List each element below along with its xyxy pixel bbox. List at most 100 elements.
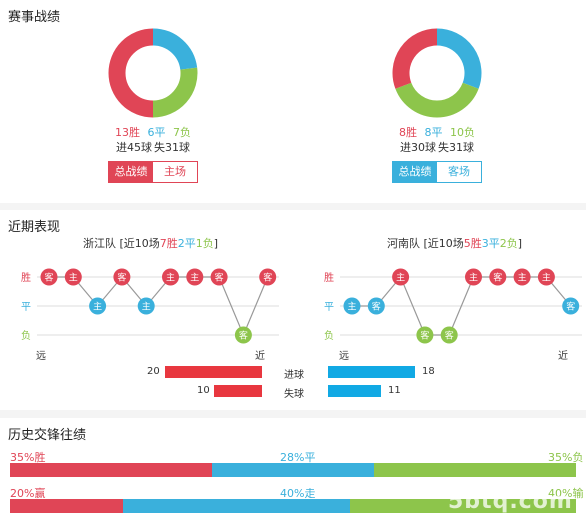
left-game-7-venue: 主 [190, 272, 199, 284]
left-axis-far-label: 远 [36, 350, 46, 362]
left-conceded-value: 10 [197, 385, 210, 396]
right-axis-win-label: 胜 [324, 272, 334, 284]
right-game-4-dot[interactable] [416, 326, 434, 344]
right-form-wins: 5胜 [463, 237, 482, 250]
left-wins: 13胜 [115, 126, 140, 139]
left-donut-chart [108, 28, 198, 118]
left-game-1-venue: 客 [44, 272, 53, 284]
right-conceded-bar [328, 385, 382, 397]
left-game-4-venue: 客 [117, 272, 126, 284]
right-game-9-venue: 主 [542, 272, 551, 284]
left-axis-loss-label: 负 [21, 329, 31, 342]
left-scored-value: 20 [147, 366, 160, 377]
left-game-10-venue: 客 [263, 272, 272, 284]
left-game-3-dot[interactable] [89, 297, 107, 315]
right-toggle-group: 总战绩 客场 [392, 161, 482, 183]
history-win-bar [10, 463, 213, 477]
watermark-logo: 5btq.com [448, 489, 573, 514]
right-game-4-venue: 客 [420, 330, 429, 342]
right-donut-draw-slice [436, 28, 482, 89]
right-form-losses: 2负 [499, 237, 518, 250]
right-game-9-dot[interactable] [537, 268, 555, 286]
right-game-5-dot[interactable] [440, 326, 458, 344]
handicap-loss-bar [349, 499, 576, 513]
right-game-2-dot[interactable] [367, 297, 385, 315]
left-goals-line: 进45球 失31球 [53, 141, 253, 155]
left-form-draws: 2平 [177, 237, 196, 250]
right-draws: 8平 [424, 126, 443, 139]
goals-conceded-row: 10 失球 11 [0, 384, 586, 402]
right-goals-against: 失31球 [438, 141, 474, 154]
record-section: 赛事战绩 13胜 6平 7负 进45球 失31球 总战绩 主场 8胜 8平 10负… [0, 0, 586, 203]
left-home-button[interactable]: 主场 [164, 165, 186, 178]
right-game-7-dot[interactable] [489, 268, 507, 286]
left-game-7-dot[interactable] [186, 268, 204, 286]
left-form-suffix: ] [213, 237, 219, 250]
left-donut-win-slice [108, 28, 154, 118]
left-donut-loss-slice [152, 67, 198, 118]
left-game-5-dot[interactable] [137, 297, 155, 315]
right-game-3-dot[interactable] [392, 268, 410, 286]
left-total-button[interactable]: 总战绩 [109, 162, 153, 182]
left-axis-win-label: 胜 [21, 272, 31, 284]
right-goals-for: 进30球 [400, 141, 436, 154]
left-game-9-venue: 客 [239, 330, 248, 342]
left-form-wins: 7胜 [159, 237, 178, 250]
form-chart: 胜平负远 近客 主主客主主主客客客 胜平负远 近主 客主客 客主客主主客 [21, 268, 582, 362]
left-team-name: 浙江队 [83, 237, 116, 250]
right-form-line [352, 275, 572, 336]
right-conceded-value: 11 [388, 385, 401, 396]
right-game-5-venue: 客 [445, 330, 454, 342]
goals-scored-row: 20 进球 18 [0, 365, 586, 383]
left-goals-against: 失31球 [154, 141, 190, 154]
right-record-line: 8胜 8平 10负 [337, 126, 537, 140]
left-form-line [49, 276, 269, 337]
left-game-4-dot[interactable] [113, 268, 131, 286]
right-game-10-dot[interactable] [562, 297, 580, 315]
handicap-push-bar [123, 499, 350, 513]
right-game-2-venue: 客 [372, 301, 381, 313]
left-record-line: 13胜 6平 7负 [53, 126, 253, 140]
right-game-6-venue: 主 [469, 272, 478, 284]
left-goals-for: 进45球 [116, 141, 152, 154]
left-game-3-venue: 主 [93, 301, 102, 313]
right-game-1-venue: 主 [347, 301, 356, 313]
right-away-button[interactable]: 客场 [448, 165, 470, 178]
section-title-record: 赛事战绩 [8, 10, 61, 25]
recent-form-section: 近期表现 浙江队 [近10场7胜2平1负] 河南队 [近10场5胜3平2负] 胜… [0, 210, 586, 410]
section-title-recent: 近期表现 [8, 220, 61, 235]
left-game-8-dot[interactable] [210, 268, 228, 286]
right-game-1-dot[interactable] [343, 297, 361, 315]
right-form-suffix: ] [517, 237, 523, 250]
left-conceded-bar [213, 385, 262, 397]
right-axis-loss-label: 负 [324, 329, 334, 342]
left-team-record: 13胜 6平 7负 进45球 失31球 总战绩 主场 [53, 28, 253, 183]
left-form-prefix: [近10场 [116, 237, 160, 250]
right-game-6-dot[interactable] [465, 268, 482, 286]
left-game-8-venue: 客 [215, 272, 224, 284]
right-game-8-dot[interactable] [513, 268, 531, 286]
left-game-9-dot[interactable] [234, 326, 252, 344]
left-axis-near-label: 近 [255, 349, 265, 362]
right-wins: 8胜 [399, 126, 417, 139]
left-losses: 7负 [173, 126, 191, 139]
handicap-win-bar [10, 499, 124, 513]
right-form-title: 河南队 [近10场5胜3平2负] [387, 235, 522, 251]
left-game-1-dot[interactable] [40, 268, 58, 286]
left-game-2-dot[interactable] [64, 268, 82, 286]
left-form-title: 浙江队 [近10场7胜2平1负] [83, 235, 218, 251]
left-game-6-venue: 主 [166, 272, 175, 284]
right-game-10-venue: 客 [566, 301, 575, 313]
right-axis-far-label: 远 [339, 350, 349, 362]
left-draws: 6平 [147, 126, 166, 139]
left-game-6-dot[interactable] [162, 268, 179, 286]
right-total-button[interactable]: 总战绩 [393, 162, 437, 182]
handicap-loss-label: 40%输 [548, 487, 584, 500]
left-form-losses: 1负 [195, 237, 214, 250]
right-donut-chart [392, 28, 482, 118]
left-axis-draw-label: 平 [21, 302, 31, 313]
left-scored-bar [165, 366, 262, 378]
left-donut-draw-slice [152, 28, 198, 71]
right-donut-win-slice [392, 28, 438, 89]
left-game-10-dot[interactable] [259, 268, 277, 286]
